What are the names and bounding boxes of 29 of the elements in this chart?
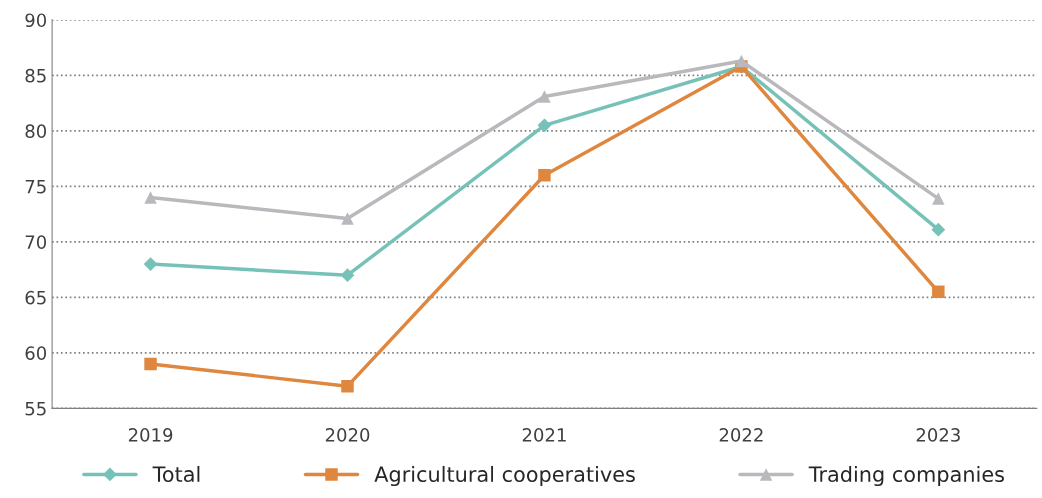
legend-label: Total <box>152 465 200 483</box>
point <box>341 379 354 393</box>
y-tick-label: 55 <box>25 402 46 416</box>
point <box>144 357 157 371</box>
y-tick-label: 65 <box>25 290 46 305</box>
point <box>537 118 552 133</box>
point <box>341 212 354 225</box>
legend-label: Trading companies <box>808 465 1004 487</box>
point <box>538 169 551 182</box>
x-tick-label: 2019 <box>128 428 173 442</box>
x-tick-label: 2021 <box>522 428 566 442</box>
y-tick-label: 80 <box>25 124 47 139</box>
point <box>932 285 945 299</box>
x-tick-label: 2020 <box>325 428 370 442</box>
y-tick-label: 70 <box>25 235 47 249</box>
x-tick-label: 2023 <box>916 428 960 442</box>
y-tick-label: 60 <box>25 346 47 360</box>
point <box>340 268 355 283</box>
point <box>538 90 551 103</box>
point <box>735 54 748 68</box>
y-tick-label: 75 <box>25 180 46 194</box>
y-tick-label: 90 <box>25 13 47 28</box>
y-tick-label: 85 <box>25 68 46 83</box>
point <box>144 191 157 204</box>
legend-label: Agricultural cooperatives <box>374 465 635 487</box>
x-tick-label: 2022 <box>719 428 763 442</box>
point <box>931 222 946 237</box>
point <box>932 192 945 205</box>
point <box>143 257 158 271</box>
